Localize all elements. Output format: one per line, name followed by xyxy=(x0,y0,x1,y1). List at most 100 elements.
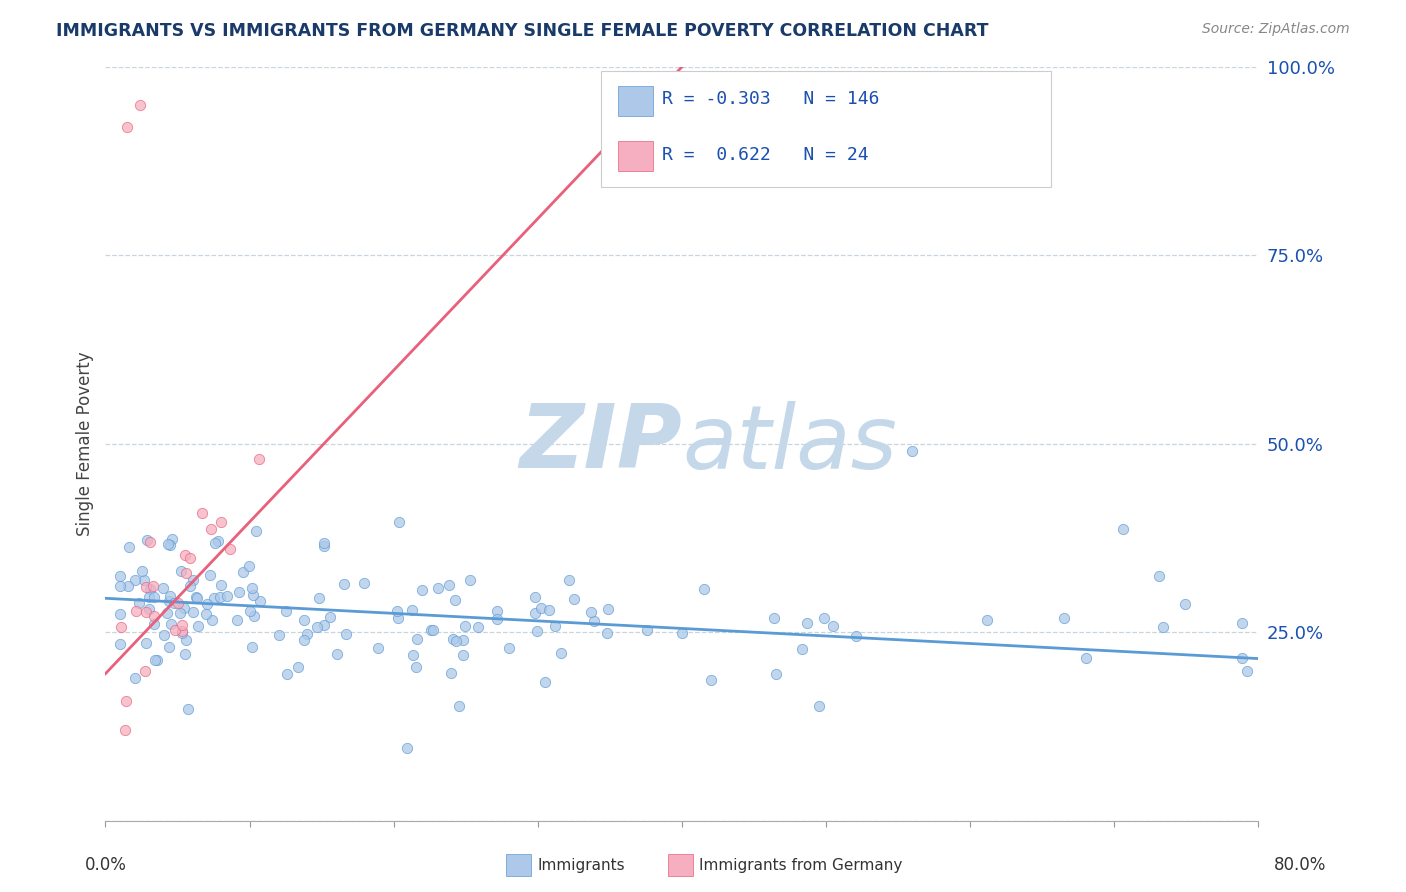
Point xyxy=(1152,620,1174,634)
Point xyxy=(219,542,242,557)
Text: 0.0%: 0.0% xyxy=(84,856,127,874)
Point xyxy=(1230,616,1253,631)
Point xyxy=(136,533,159,547)
Point xyxy=(200,522,222,536)
Point xyxy=(562,591,585,606)
Point xyxy=(157,594,180,608)
Point xyxy=(186,591,208,605)
Point xyxy=(170,626,193,640)
Point xyxy=(159,538,181,552)
Point xyxy=(312,539,335,553)
Text: Source: ZipAtlas.com: Source: ZipAtlas.com xyxy=(1202,22,1350,37)
Point xyxy=(134,573,156,587)
Point xyxy=(240,640,263,655)
FancyBboxPatch shape xyxy=(602,70,1050,187)
Bar xyxy=(619,86,652,116)
Point xyxy=(114,723,136,738)
Point xyxy=(146,652,169,666)
Text: R = -0.303   N = 146: R = -0.303 N = 146 xyxy=(662,90,880,108)
Point xyxy=(1053,610,1076,624)
Point xyxy=(115,120,138,135)
Point xyxy=(447,698,470,713)
Point xyxy=(138,601,160,615)
Point xyxy=(156,537,179,551)
Point xyxy=(1112,522,1135,536)
Text: Immigrants: Immigrants xyxy=(537,858,624,872)
Point xyxy=(142,590,165,604)
Point xyxy=(422,623,444,637)
Point xyxy=(440,666,463,681)
Point xyxy=(526,624,548,638)
Point xyxy=(108,569,131,583)
Point xyxy=(173,601,195,615)
Point xyxy=(297,627,319,641)
Point xyxy=(142,579,165,593)
Point xyxy=(135,605,157,619)
Point xyxy=(134,665,156,679)
Point xyxy=(1149,569,1171,583)
Point xyxy=(240,581,263,595)
Point xyxy=(228,585,250,599)
Point xyxy=(451,632,474,647)
Point xyxy=(128,97,150,112)
Point xyxy=(901,444,924,458)
Point xyxy=(401,602,423,616)
Point xyxy=(523,590,546,604)
Point xyxy=(226,613,249,627)
Point xyxy=(173,647,195,661)
Point xyxy=(318,609,340,624)
Point xyxy=(139,535,162,549)
Point xyxy=(124,573,146,587)
Point xyxy=(135,635,157,649)
Text: 80.0%: 80.0% xyxy=(1274,856,1327,874)
Point xyxy=(437,578,460,592)
Point xyxy=(174,549,197,563)
Point xyxy=(550,647,572,661)
Text: R =  0.622   N = 24: R = 0.622 N = 24 xyxy=(662,146,869,164)
Point xyxy=(326,647,349,661)
Point xyxy=(177,701,200,715)
Point xyxy=(247,452,270,467)
Point xyxy=(174,566,197,581)
Point xyxy=(152,581,174,595)
Text: Immigrants from Germany: Immigrants from Germany xyxy=(699,858,903,872)
Point xyxy=(765,666,787,681)
Point xyxy=(523,607,546,621)
Point xyxy=(274,604,297,618)
Point xyxy=(157,640,180,655)
Point xyxy=(131,564,153,578)
Point xyxy=(406,632,429,647)
Point xyxy=(454,618,477,632)
Point xyxy=(353,575,375,590)
Point xyxy=(174,632,197,647)
Point xyxy=(596,625,619,640)
Point xyxy=(636,623,658,637)
Point xyxy=(405,659,427,673)
Point xyxy=(796,616,818,631)
Point xyxy=(287,660,309,674)
Point xyxy=(179,550,201,565)
Point xyxy=(163,596,186,610)
Point xyxy=(485,612,508,626)
Point xyxy=(135,580,157,594)
Point xyxy=(124,671,146,685)
Point xyxy=(579,605,602,619)
Point xyxy=(108,607,131,621)
Point xyxy=(441,632,464,647)
Point xyxy=(198,568,221,582)
Point xyxy=(367,641,389,656)
Point xyxy=(453,648,475,662)
Point xyxy=(307,620,329,634)
Point xyxy=(117,579,139,593)
Point xyxy=(245,524,267,539)
Point xyxy=(186,591,208,605)
Point xyxy=(792,642,814,657)
Text: IMMIGRANTS VS IMMIGRANTS FROM GERMANY SINGLE FEMALE POVERTY CORRELATION CHART: IMMIGRANTS VS IMMIGRANTS FROM GERMANY SI… xyxy=(56,22,988,40)
Point xyxy=(187,619,209,633)
Point xyxy=(558,573,581,587)
Point xyxy=(444,633,467,648)
Point xyxy=(170,564,193,578)
Point xyxy=(156,606,179,620)
Point xyxy=(195,597,218,611)
Point xyxy=(170,624,193,638)
